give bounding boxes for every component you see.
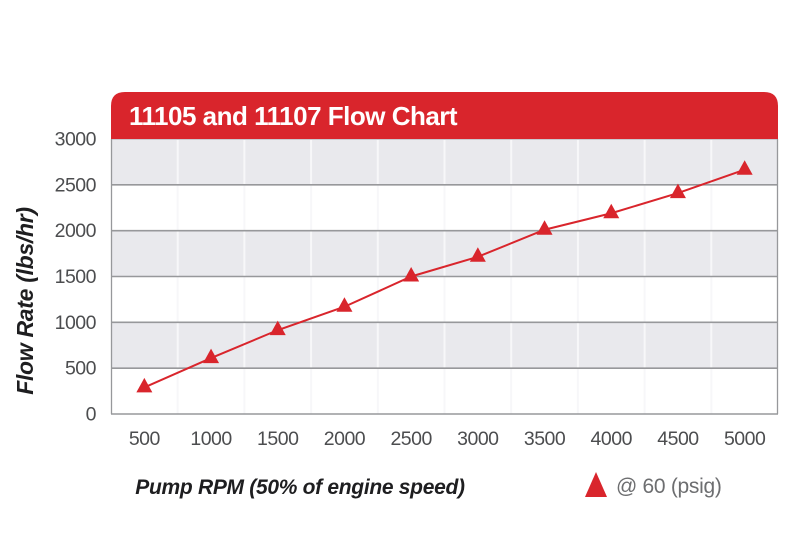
x-tick-label: 3000 xyxy=(457,428,499,450)
chart-title: 11105 and 11107 Flow Chart xyxy=(129,101,458,131)
y-tick-label: 500 xyxy=(65,358,97,380)
x-tick-label: 2500 xyxy=(390,428,432,450)
y-tick-label: 3000 xyxy=(55,129,97,151)
data-point-marker xyxy=(269,320,286,336)
y-axis-title: Flow Rate (lbs/hr) xyxy=(12,207,38,395)
data-point-marker xyxy=(603,203,620,219)
plot-border xyxy=(110,139,779,415)
y-tick-labels: 0 500 1000 1500 2000 2500 3000 xyxy=(55,129,98,426)
x-tick-labels: 500 1000 1500 2000 2500 3000 3500 4000 4500 5000 xyxy=(129,428,767,450)
x-axis-title: Pump RPM (50% of engine speed) xyxy=(135,476,465,499)
data-point-marker xyxy=(536,220,553,235)
x-tick-label: 500 xyxy=(129,428,161,450)
legend: @ 60 (psig) xyxy=(585,472,722,498)
x-tick-label: 4000 xyxy=(591,428,633,450)
data-point-marker xyxy=(669,183,686,199)
data-point-marker xyxy=(336,297,353,312)
y-tick-label: 2000 xyxy=(55,220,97,242)
x-tick-label: 1000 xyxy=(190,428,232,450)
x-tick-label: 4500 xyxy=(657,428,699,450)
legend-label: @ 60 (psig) xyxy=(616,475,722,498)
y-tick-label: 1500 xyxy=(55,266,97,288)
data-point-markers xyxy=(136,160,753,393)
y-tick-label: 2500 xyxy=(55,174,97,196)
data-point-marker xyxy=(136,377,153,393)
x-tick-label: 3500 xyxy=(524,428,566,450)
series-line xyxy=(143,168,745,389)
data-point-marker xyxy=(203,348,220,364)
y-tick-label: 0 xyxy=(86,404,97,426)
x-tick-label: 5000 xyxy=(724,428,766,450)
horizontal-gridlines xyxy=(111,139,778,369)
x-tick-label: 2000 xyxy=(324,428,366,450)
data-point-marker xyxy=(403,267,420,282)
chart-header-banner xyxy=(111,92,778,139)
red-triangle-icon xyxy=(585,472,607,497)
y-tick-label: 1000 xyxy=(55,312,97,334)
data-point-marker xyxy=(736,160,753,175)
data-series-line xyxy=(143,168,745,389)
data-point-marker xyxy=(469,247,486,262)
x-tick-label: 1500 xyxy=(257,428,299,450)
